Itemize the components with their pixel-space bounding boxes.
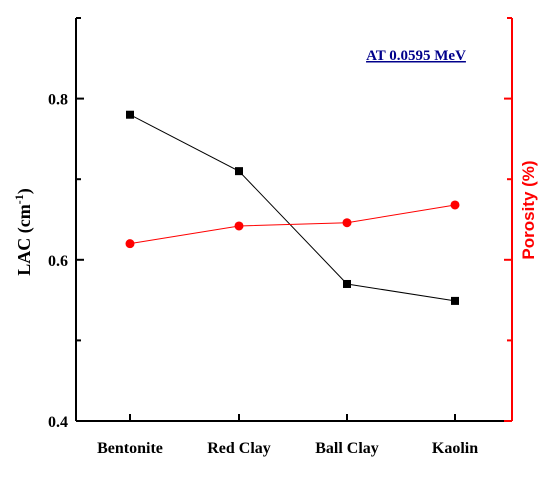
data-point — [234, 221, 244, 231]
data-point — [450, 200, 460, 210]
data-point — [451, 296, 459, 305]
series-line-2 — [129, 204, 456, 245]
series-group — [125, 110, 460, 305]
x-tick-label: Red Clay — [207, 440, 271, 457]
series-line-1 — [129, 114, 456, 302]
y-left-tick-label: 0.8 — [48, 92, 68, 109]
data-point — [343, 279, 351, 288]
y-axis-left-title-main: LAC (cm — [14, 204, 35, 275]
labels: AT 0.0595 MeV Porosity (%) LAC (cm-1) — [12, 48, 538, 276]
data-point — [126, 110, 134, 119]
axes — [75, 18, 513, 422]
y-left-tick-label: 0.4 — [48, 414, 68, 431]
annotation-label: AT 0.0595 MeV — [366, 48, 466, 64]
data-point — [235, 167, 243, 176]
data-point — [342, 218, 352, 228]
y-axis-left-title-superscript: -1 — [12, 194, 26, 204]
y-axis-left-title: LAC (cm-1) — [12, 188, 35, 275]
y-axis-right-title: Porosity (%) — [519, 160, 538, 259]
y-axis-left-title-end: ) — [14, 188, 35, 194]
y-left-tick-label: 0.6 — [48, 253, 68, 270]
data-point — [125, 239, 135, 249]
x-tick-label: Bentonite — [97, 440, 163, 457]
x-tick-label: Kaolin — [432, 440, 478, 457]
ticks: 0.4 0.6 0.8 Bentonite Red Clay Ball Clay Kaoli… — [48, 17, 512, 457]
x-tick-label: Ball Clay — [315, 440, 379, 457]
